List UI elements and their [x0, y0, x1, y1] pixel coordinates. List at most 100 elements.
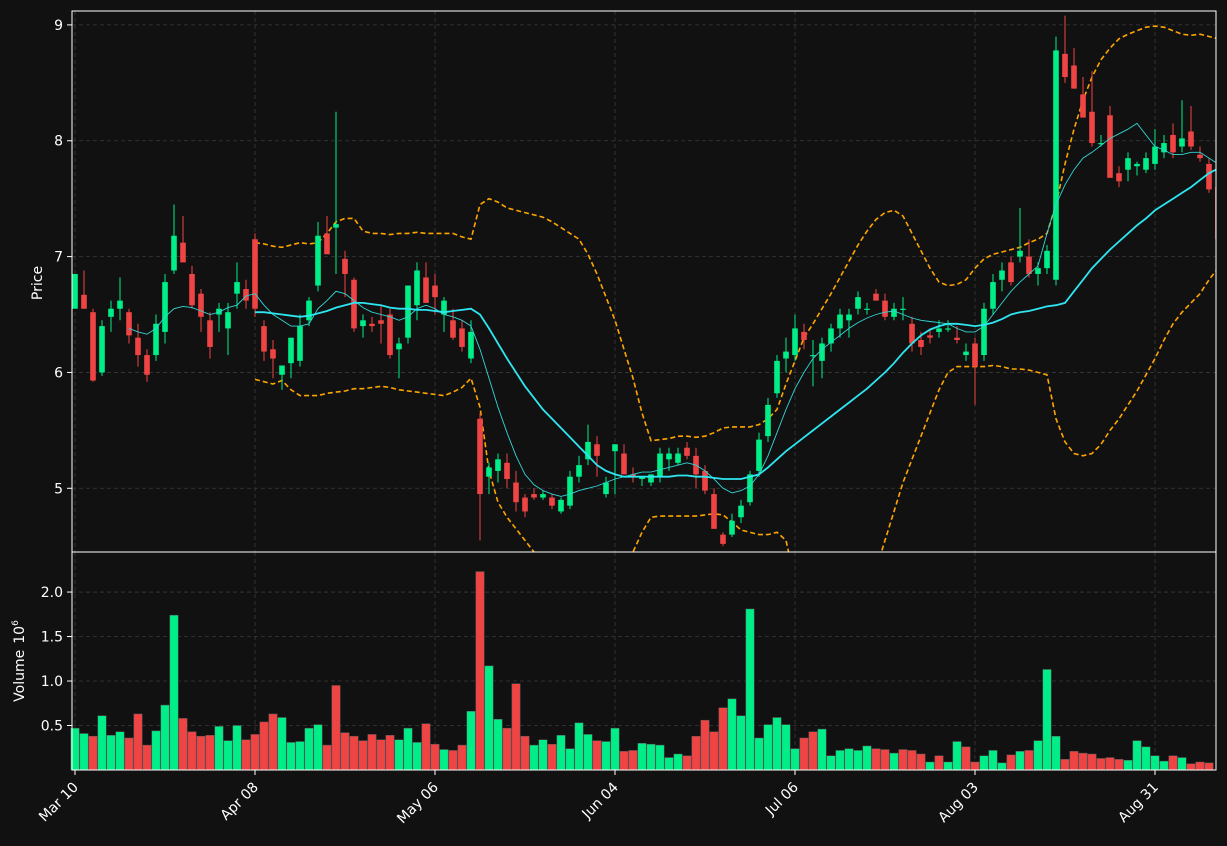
volume-bar	[565, 748, 575, 771]
candle-body	[90, 312, 96, 381]
candle-body	[1134, 163, 1140, 167]
volume-y-tick-label: 1.5	[41, 630, 63, 646]
volume-bar	[520, 735, 530, 771]
candlestick	[837, 308, 843, 338]
candle-body	[243, 289, 249, 301]
candle-body	[531, 494, 537, 498]
volume-bar	[232, 725, 242, 771]
price-gridlines	[72, 24, 1216, 489]
volume-bar	[1159, 760, 1169, 771]
volume-bar	[772, 717, 782, 771]
volume-bar	[880, 749, 890, 771]
candle-body	[306, 300, 312, 321]
volume-panel: 0.5 1.0 1.5 2.0 Volume 106	[11, 551, 1217, 771]
volume-bar	[142, 744, 152, 771]
candlestick	[108, 300, 114, 332]
candle-body	[558, 499, 564, 512]
candle-body	[405, 285, 411, 338]
price-y-axis: 5 6 7 8 9	[54, 18, 72, 497]
volume-bar	[160, 704, 170, 771]
candlestick	[1143, 152, 1149, 174]
candlestick	[1008, 256, 1014, 286]
candlestick	[225, 302, 231, 356]
candlestick	[720, 532, 726, 547]
volume-bar	[124, 737, 134, 771]
candlestick	[576, 455, 582, 483]
candlestick	[126, 308, 132, 344]
volume-bar	[475, 571, 485, 771]
candle-body	[99, 326, 105, 373]
volume-bar	[340, 732, 350, 771]
candle-body	[1143, 158, 1149, 170]
candle-body	[468, 331, 474, 359]
volume-bar	[403, 727, 413, 771]
candle-body	[216, 308, 222, 315]
candle-body	[396, 343, 402, 350]
volume-bar	[457, 744, 467, 771]
volume-bar	[286, 742, 296, 771]
candlestick	[963, 343, 969, 361]
volume-bar	[835, 750, 845, 771]
candle-body	[900, 308, 906, 310]
candlestick	[540, 490, 546, 500]
candle-body	[621, 453, 627, 475]
candlestick	[621, 444, 627, 475]
volume-bar	[754, 737, 764, 771]
volume-bar	[826, 755, 836, 771]
candlestick	[1062, 15, 1068, 83]
volume-bar	[349, 735, 359, 771]
candle-body	[981, 308, 987, 356]
candle-body	[864, 308, 870, 310]
volume-bar	[358, 740, 368, 771]
candlestick	[216, 302, 222, 332]
candle-body	[459, 328, 465, 347]
candlestick	[702, 465, 708, 495]
price-y-tick-label: 7	[54, 250, 63, 266]
candle-body	[144, 355, 150, 375]
candlestick	[531, 488, 537, 500]
candlestick	[684, 441, 690, 460]
volume-bar	[673, 753, 683, 771]
volume-bar	[412, 742, 422, 771]
candlestick	[1206, 158, 1212, 193]
candle-body	[153, 323, 159, 356]
volume-bar	[853, 750, 863, 771]
candle-body	[909, 323, 915, 344]
volume-bar	[1195, 761, 1205, 771]
candle-body	[1197, 154, 1203, 159]
candlestick	[99, 320, 105, 376]
volume-bars	[70, 571, 1214, 771]
volume-bar	[367, 734, 377, 771]
candle-body	[108, 308, 114, 317]
candle-body	[540, 494, 546, 498]
candle-body	[927, 335, 933, 338]
volume-bar	[628, 750, 638, 771]
volume-bar	[214, 726, 224, 771]
candlestick	[1044, 245, 1050, 274]
candlestick	[234, 262, 240, 309]
volume-bar	[655, 744, 665, 771]
candle-body	[1080, 94, 1086, 118]
candle-body	[810, 355, 816, 357]
moving-average-long-line	[255, 168, 1216, 480]
volume-bar	[322, 744, 332, 771]
candlestick	[261, 320, 267, 361]
candlestick	[450, 308, 456, 341]
candle-body	[684, 447, 690, 456]
volume-bar	[682, 755, 692, 771]
volume-bar	[1105, 757, 1115, 771]
candlesticks	[72, 15, 1216, 547]
candlestick	[936, 320, 942, 338]
volume-bar	[790, 748, 800, 771]
candle-body	[1098, 143, 1104, 145]
candlestick	[468, 320, 474, 364]
volume-bar	[1024, 750, 1034, 771]
candle-body	[1071, 65, 1077, 89]
volume-bar	[574, 722, 584, 771]
volume-bar	[1132, 740, 1142, 771]
candle-body	[1053, 50, 1059, 280]
volume-bar	[421, 723, 431, 771]
volume-bar	[781, 724, 791, 771]
volume-bar	[484, 665, 494, 771]
candle-body	[261, 326, 267, 352]
